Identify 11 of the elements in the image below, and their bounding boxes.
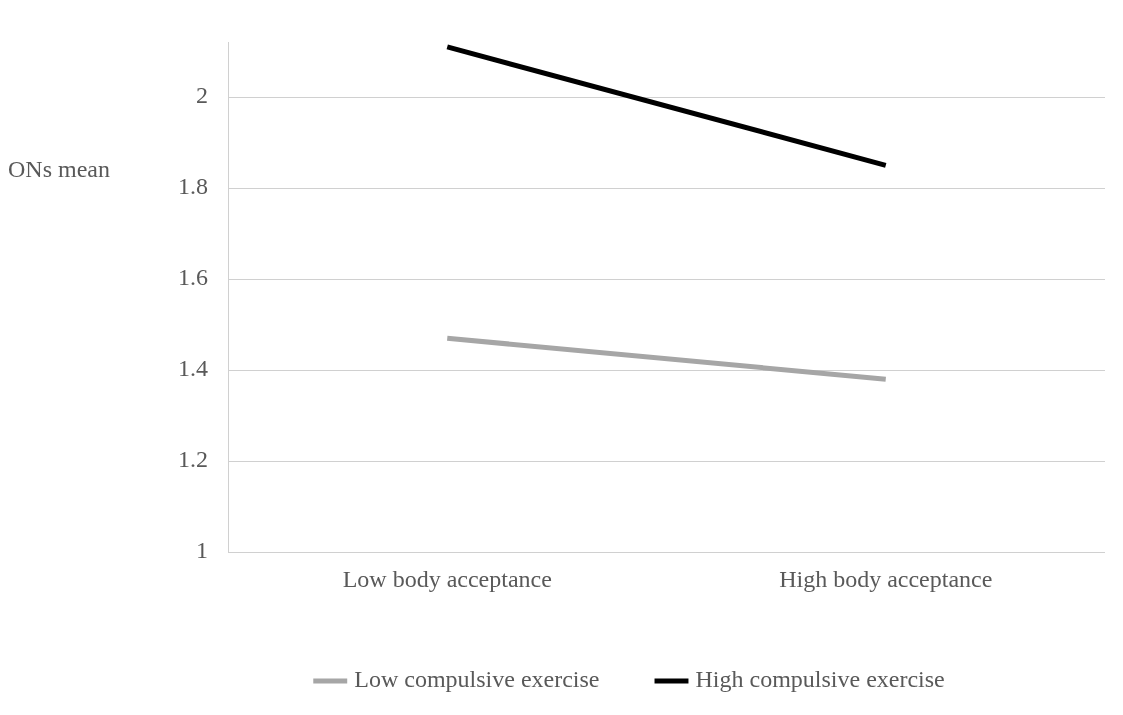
y-tick-label: 2: [196, 82, 208, 109]
legend-label: Low compulsive exercise: [354, 666, 600, 693]
y-tick-label: 1: [196, 537, 208, 564]
x-tick-label: Low body acceptance: [342, 565, 552, 592]
y-tick-label: 1.2: [178, 446, 208, 473]
x-tick-label: High body acceptance: [779, 565, 993, 592]
y-tick-label: 1.4: [178, 355, 208, 382]
y-axis-title: ONs mean: [8, 155, 110, 182]
y-tick-label: 1.8: [178, 173, 208, 200]
y-tick-label: 1.6: [178, 264, 208, 291]
legend-label: High compulsive exercise: [695, 666, 945, 693]
